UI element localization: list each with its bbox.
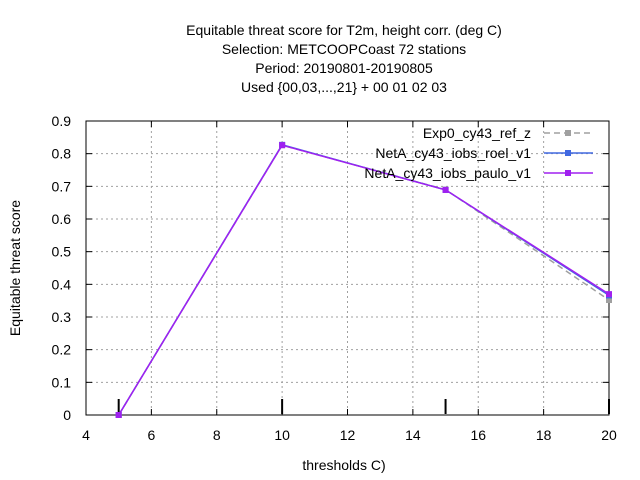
y-tick-label-4: 0.4 (52, 276, 72, 292)
series-0-point-3 (606, 297, 612, 304)
series-group (115, 141, 612, 418)
x-tick-label-1: 6 (147, 427, 155, 443)
sample-marks (117, 399, 610, 414)
y-axis-label: Equitable threat score (7, 200, 23, 336)
y-tick-label-7: 0.7 (52, 178, 72, 194)
y-tick-labels: 0 0.1 0.2 0.3 0.4 0.5 0.6 0.7 0.8 0.9 (52, 113, 72, 423)
x-tick-label-7: 18 (536, 427, 552, 443)
legend-marker-2 (565, 170, 571, 176)
y-tick-label-6: 0.6 (52, 211, 72, 227)
y-tick-label-2: 0.2 (52, 342, 72, 358)
y-tick-label-0: 0 (63, 407, 71, 423)
series-2-point-2 (442, 186, 449, 193)
y-tick-label-3: 0.3 (52, 309, 72, 325)
series-line-0 (118, 144, 610, 416)
y-tick-label-8: 0.8 (52, 146, 72, 162)
legend-marker-0 (565, 130, 571, 136)
y-tick-label-1: 0.1 (52, 374, 72, 390)
title-line-2: Period: 20190801-20190805 (255, 60, 433, 76)
x-tick-label-4: 12 (340, 427, 356, 443)
y-tick-label-5: 0.5 (52, 244, 72, 260)
legend-label-2: NetA_cy43_iobs_paulo_v1 (364, 165, 531, 181)
title-line-0: Equitable threat score for T2m, height c… (186, 22, 502, 38)
x-axis-label: thresholds C) (302, 457, 385, 473)
x-tick-label-6: 16 (470, 427, 486, 443)
x-tick-label-2: 8 (213, 427, 221, 443)
x-tick-label-0: 4 (82, 427, 90, 443)
series-line-2 (118, 144, 610, 416)
series-2-point-0 (115, 412, 122, 418)
title-line-1: Selection: METCOOPCoast 72 stations (222, 41, 466, 57)
axis-ticks (85, 120, 610, 416)
legend: Exp0_cy43_ref_z NetA_cy43_iobs_roel_v1 Net… (364, 125, 593, 181)
x-tick-label-5: 14 (405, 427, 421, 443)
series-2-point-1 (279, 142, 286, 149)
x-tick-label-3: 10 (274, 427, 290, 443)
legend-label-1: NetA_cy43_iobs_roel_v1 (375, 145, 531, 161)
series-line-1 (118, 143, 610, 416)
chart-title: Equitable threat score for T2m, height c… (186, 22, 502, 95)
series-2-point-3 (606, 291, 612, 298)
grid (86, 121, 609, 415)
y-tick-label-9: 0.9 (52, 113, 72, 129)
x-tick-label-8: 20 (601, 427, 617, 443)
legend-label-0: Exp0_cy43_ref_z (423, 125, 531, 141)
title-line-3: Used {00,03,...,21} + 00 01 02 03 (241, 79, 447, 95)
legend-marker-1 (565, 150, 571, 156)
x-tick-labels: 4 6 8 10 12 14 16 18 20 (82, 427, 617, 443)
